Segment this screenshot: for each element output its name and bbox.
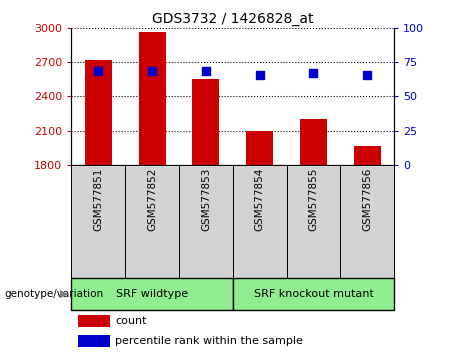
Text: GSM577852: GSM577852 [147, 168, 157, 232]
Text: GSM577851: GSM577851 [93, 168, 103, 232]
Bar [340, 165, 394, 278]
Point [148, 68, 156, 73]
Bar [78, 335, 110, 347]
Point [95, 68, 102, 73]
Bar [233, 165, 287, 278]
Title: GDS3732 / 1426828_at: GDS3732 / 1426828_at [152, 12, 313, 26]
Point [310, 70, 317, 76]
Point [256, 72, 263, 78]
Text: count: count [115, 316, 147, 326]
Text: SRF knockout mutant: SRF knockout mutant [254, 289, 373, 299]
Bar [246, 131, 273, 165]
Bar [85, 60, 112, 165]
Bar [139, 32, 165, 165]
Point [364, 72, 371, 78]
Bar [193, 79, 219, 165]
Bar [233, 278, 394, 310]
Bar [71, 165, 125, 278]
Text: GSM577854: GSM577854 [254, 168, 265, 232]
Text: GSM577856: GSM577856 [362, 168, 372, 232]
Text: GSM577853: GSM577853 [201, 168, 211, 232]
Text: genotype/variation: genotype/variation [5, 289, 104, 299]
Bar [287, 165, 340, 278]
Point [202, 68, 210, 73]
Bar [300, 119, 327, 165]
Bar [354, 147, 381, 165]
Bar [71, 278, 233, 310]
Text: percentile rank within the sample: percentile rank within the sample [115, 336, 303, 346]
Bar [179, 165, 233, 278]
Text: SRF wildtype: SRF wildtype [116, 289, 188, 299]
Text: ▶: ▶ [60, 289, 68, 299]
Text: GSM577855: GSM577855 [308, 168, 319, 232]
Bar [78, 315, 110, 327]
Bar [125, 165, 179, 278]
